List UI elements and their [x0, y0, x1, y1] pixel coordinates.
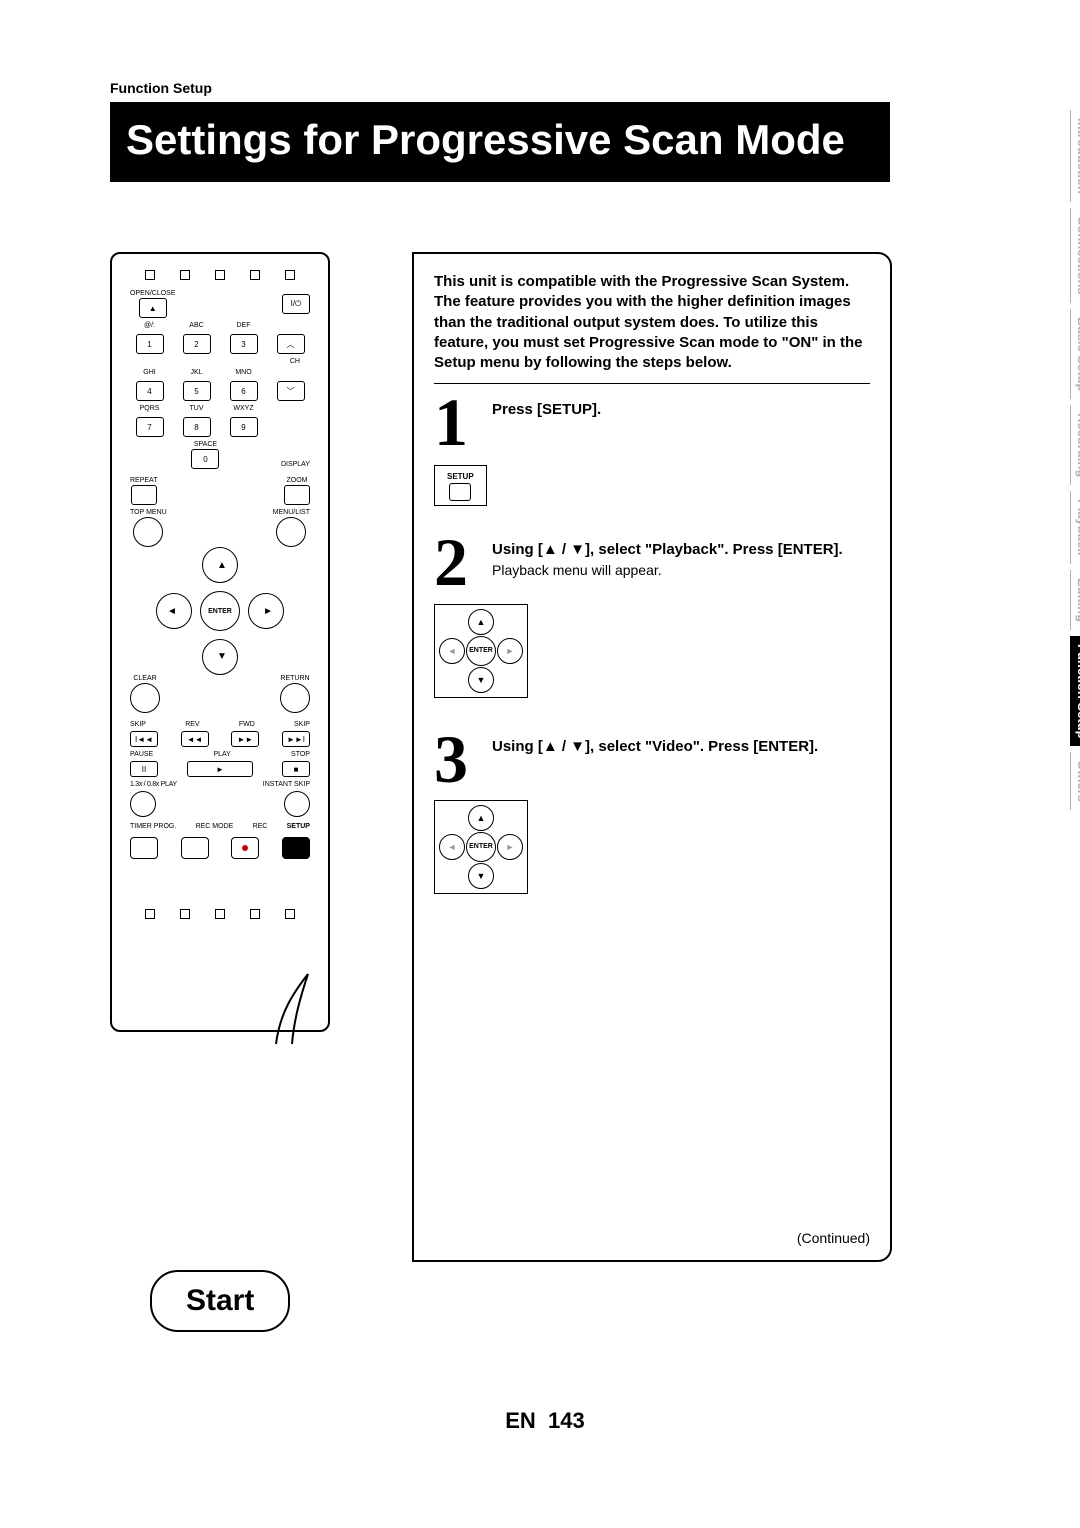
continued-label: (Continued) [797, 1230, 870, 1246]
tab-others: Others [1070, 752, 1080, 810]
footer-lang: EN [505, 1408, 536, 1433]
ch-down: ﹀ [277, 381, 305, 401]
dpad-left: ◄ [156, 593, 192, 629]
remote-control: OPEN/CLOSE ▲ I/⏻ @/: ABC DEF 1 2 3 ︿ CH [110, 252, 330, 1032]
num-0: 0 [191, 449, 219, 469]
pause-button: II [130, 761, 158, 777]
remote-column: OPEN/CLOSE ▲ I/⏻ @/: ABC DEF 1 2 3 ︿ CH [110, 252, 390, 1262]
zoom-button [284, 485, 310, 505]
step-2-text: Using [▲ / ▼], select "Playback". Press … [492, 540, 843, 560]
start-callout: Start [150, 1270, 290, 1332]
stop-button: ■ [282, 761, 310, 777]
skip-back: I◄◄ [130, 731, 158, 747]
step-num: 3 [434, 729, 482, 790]
rev-button: ◄◄ [181, 731, 209, 747]
menu-list-button [276, 517, 306, 547]
num-9: 9 [230, 417, 258, 437]
tab-recording: Recording [1070, 405, 1080, 485]
setup-button [282, 837, 310, 859]
timer-prog-button [130, 837, 158, 859]
dpad: ▲ ▼ ◄ ► ENTER [160, 551, 280, 671]
step-1: 1 Press [SETUP]. [434, 392, 870, 453]
top-menu-button [133, 517, 163, 547]
skip-fwd: ►►I [282, 731, 310, 747]
remote-top-dots [132, 270, 308, 280]
tab-connections: Connections [1070, 208, 1080, 303]
footer-page: 143 [548, 1408, 585, 1433]
num-7: 7 [136, 417, 164, 437]
step-2: 2 Using [▲ / ▼], select "Playback". Pres… [434, 532, 870, 593]
tab-basic-setup: Basic Setup [1070, 309, 1080, 399]
rec-button [231, 837, 259, 859]
instant-skip-button [284, 791, 310, 817]
step-3-text: Using [▲ / ▼], select "Video". Press [EN… [492, 737, 818, 757]
num-1: 1 [136, 334, 164, 354]
page-footer: EN 143 [110, 1408, 980, 1434]
enter-illustration-1: ▲ ▼ ◄ ► ENTER [434, 604, 528, 698]
fwd-button: ►► [231, 731, 259, 747]
num-3: 3 [230, 334, 258, 354]
step-num: 2 [434, 532, 482, 593]
repeat-button [131, 485, 157, 505]
step-3: 3 Using [▲ / ▼], select "Video". Press [… [434, 729, 870, 790]
return-button [280, 683, 310, 713]
tab-introduction: Introduction [1070, 110, 1080, 202]
num-6: 6 [230, 381, 258, 401]
enter-illustration-2: ▲ ▼ ◄ ► ENTER [434, 800, 528, 894]
step-1-text: Press [SETUP]. [492, 400, 601, 420]
rec-mode-button [181, 837, 209, 859]
rate-button [130, 791, 156, 817]
num-8: 8 [183, 417, 211, 437]
clear-button [130, 683, 160, 713]
num-4: 4 [136, 381, 164, 401]
tab-editing: Editing [1070, 570, 1080, 630]
page-title: Settings for Progressive Scan Mode [110, 102, 890, 182]
power-button: I/⏻ [282, 294, 310, 314]
dpad-down: ▼ [202, 639, 238, 675]
steps-panel: This unit is compatible with the Progres… [412, 252, 892, 1262]
play-button: ► [187, 761, 253, 777]
setup-button-illustration: SETUP [434, 465, 487, 506]
open-close-label: OPEN/CLOSE [130, 290, 176, 297]
tab-playback: Playback [1070, 491, 1080, 563]
dpad-right: ► [248, 593, 284, 629]
ch-up: ︿ [277, 334, 305, 354]
dpad-up: ▲ [202, 547, 238, 583]
tab-function-setup: Function Setup [1070, 636, 1080, 747]
dpad-enter: ENTER [200, 591, 240, 631]
num-5: 5 [183, 381, 211, 401]
step-2-subtext: Playback menu will appear. [492, 561, 843, 580]
section-label: Function Setup [110, 80, 980, 96]
step-num: 1 [434, 392, 482, 453]
remote-bottom-dots [132, 909, 308, 919]
intro-text: This unit is compatible with the Progres… [434, 272, 870, 384]
eject-button: ▲ [139, 298, 167, 318]
num-2: 2 [183, 334, 211, 354]
side-tabs: Introduction Connections Basic Setup Rec… [1070, 110, 1080, 810]
